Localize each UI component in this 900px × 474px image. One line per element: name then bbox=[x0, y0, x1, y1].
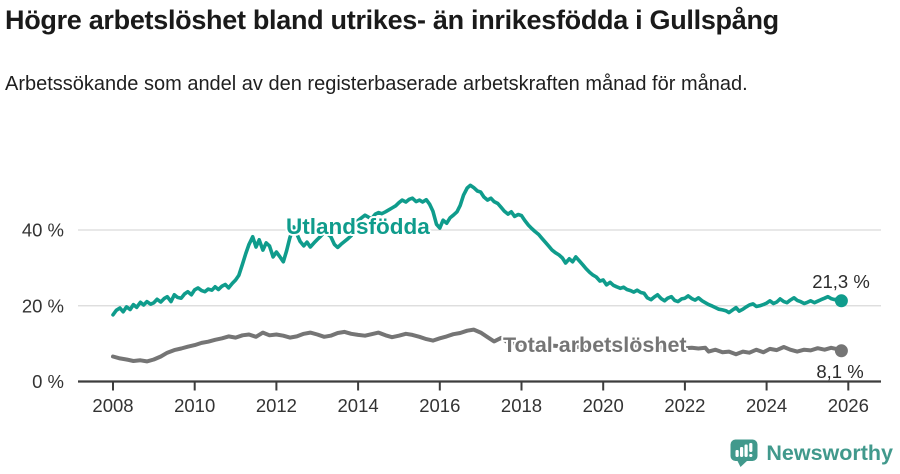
svg-text:2014: 2014 bbox=[338, 395, 379, 416]
svg-text:2022: 2022 bbox=[664, 395, 705, 416]
total-arbetsloshet-line bbox=[111, 327, 844, 364]
svg-text:2008: 2008 bbox=[92, 395, 133, 416]
series-label-total-arbetsloshet: Total arbetslöshet bbox=[503, 333, 687, 357]
y-axis-labels: 0 % 20 % 40 % bbox=[22, 220, 64, 393]
end-value-label-total-arbetsloshet: 8,1 % bbox=[816, 361, 863, 382]
svg-text:2026: 2026 bbox=[828, 395, 869, 416]
svg-text:40 %: 40 % bbox=[22, 220, 64, 241]
utlandsfodda-line bbox=[111, 183, 844, 317]
end-value-label-utlandsfodda: 21,3 % bbox=[812, 271, 870, 292]
x-axis-ticks: 2008 2010 2012 2014 2016 2018 2020 2022 2024 2026 bbox=[92, 381, 869, 416]
chart-subtitle: Arbetssökande som andel av den registerb… bbox=[5, 73, 748, 95]
gridlines bbox=[78, 229, 881, 307]
page-title: Högre arbetslöshet bland utrikes- än inr… bbox=[5, 5, 779, 35]
total-arbetsloshet-end-dot bbox=[834, 344, 848, 358]
svg-text:2018: 2018 bbox=[501, 395, 542, 416]
newsworthy-logo-text: Newsworthy bbox=[766, 440, 893, 465]
svg-text:0 %: 0 % bbox=[32, 371, 64, 392]
svg-text:2020: 2020 bbox=[583, 395, 624, 416]
svg-text:2012: 2012 bbox=[256, 395, 297, 416]
newsworthy-bar-chart-icon bbox=[730, 439, 758, 467]
newsworthy-logo: Newsworthy bbox=[729, 438, 893, 468]
svg-text:2010: 2010 bbox=[174, 395, 215, 416]
series-label-utlandsfodda: Utlandsfödda bbox=[286, 214, 430, 239]
utlandsfodda-end-dot bbox=[834, 294, 848, 308]
svg-text:2024: 2024 bbox=[746, 395, 787, 416]
svg-text:2016: 2016 bbox=[419, 395, 460, 416]
svg-text:20 %: 20 % bbox=[22, 295, 64, 316]
